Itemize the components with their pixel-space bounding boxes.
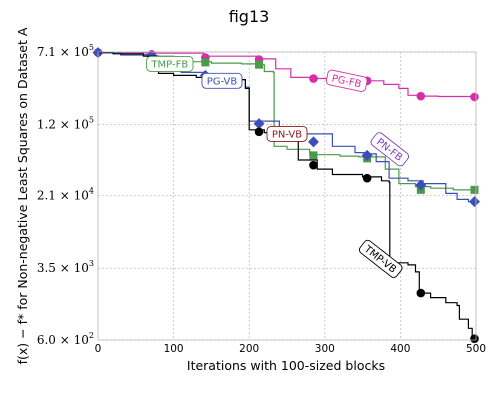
- annotation-text: TMP-FB: [150, 60, 188, 71]
- marker-tmp-fb: [470, 185, 479, 194]
- y-tick-label: 6.0 × 102: [37, 331, 94, 347]
- x-tick-label: 100: [164, 343, 184, 355]
- x-tick-label: 500: [466, 343, 486, 355]
- marker-pg-fb: [470, 92, 479, 102]
- annotation-pn-fb: PN-FB: [370, 132, 410, 167]
- marker-pg-vb: [468, 196, 480, 208]
- marker-tmp-fb: [201, 58, 210, 67]
- marker-tmp-fb: [309, 151, 318, 160]
- x-tick-label: 400: [390, 343, 410, 355]
- tick-labels: 0 100 200 300 400 500 6.0 × 102 3.5 × 103 2.1 × …: [37, 43, 486, 355]
- marker-pg-vb: [307, 136, 319, 148]
- plot-frame: [97, 51, 477, 341]
- x-tick-label: 200: [239, 343, 259, 355]
- marker-tmp-fb: [255, 60, 264, 69]
- series-line-tmp-fb: [98, 52, 475, 191]
- x-tick-label: 300: [315, 343, 335, 355]
- y-tick-label: 7.1 × 105: [37, 43, 94, 59]
- annotation-text: PN-VB: [272, 130, 302, 141]
- marker-tmp-vb: [309, 160, 318, 170]
- annotation-box: [266, 125, 308, 142]
- marker-pg-fb: [416, 91, 426, 101]
- y-tick-label: 1.2 × 105: [37, 115, 94, 131]
- annotation-layer: TMP-FB PG-VB PG-FB PN-VB PN-FB TMP-VB: [146, 55, 410, 278]
- marker-pg-vb: [253, 118, 265, 130]
- y-tick-label: 3.5 × 103: [37, 259, 94, 275]
- annotation-pn-vb: PN-VB: [266, 125, 308, 142]
- chart-title: fig13: [229, 7, 270, 26]
- annotation-box: [370, 132, 410, 167]
- x-axis-label: Iterations with 100-sized blocks: [187, 358, 385, 373]
- marker-tmp-vb: [254, 127, 264, 137]
- marker-tmp-vb: [362, 173, 372, 183]
- y-axis-label: f(x) − f* for Non-negative Least Squares…: [15, 27, 30, 364]
- marker-tmp-vb: [416, 288, 426, 298]
- marker-pg-vb: [361, 149, 373, 161]
- annotation-text: PG-VB: [207, 76, 238, 87]
- annotation-box: [325, 69, 368, 93]
- marker-pg-fb: [309, 74, 318, 83]
- annotation-pg-vb: PG-VB: [201, 72, 243, 89]
- annotation-box: [146, 55, 194, 72]
- annotation-tmp-fb: TMP-FB: [146, 55, 194, 72]
- marker-tmp-vb: [470, 334, 479, 343]
- y-tick-label: 2.1 × 104: [37, 186, 94, 202]
- annotation-pg-fb: PG-FB: [325, 69, 368, 93]
- x-tick-label: 0: [95, 343, 102, 355]
- marker-pg-vb: [415, 179, 427, 191]
- annotation-box: [358, 239, 403, 278]
- series-line-tmp-vb: [98, 52, 476, 340]
- annotation-box: [201, 72, 243, 89]
- annotation-tmp-vb: TMP-VB: [358, 239, 403, 278]
